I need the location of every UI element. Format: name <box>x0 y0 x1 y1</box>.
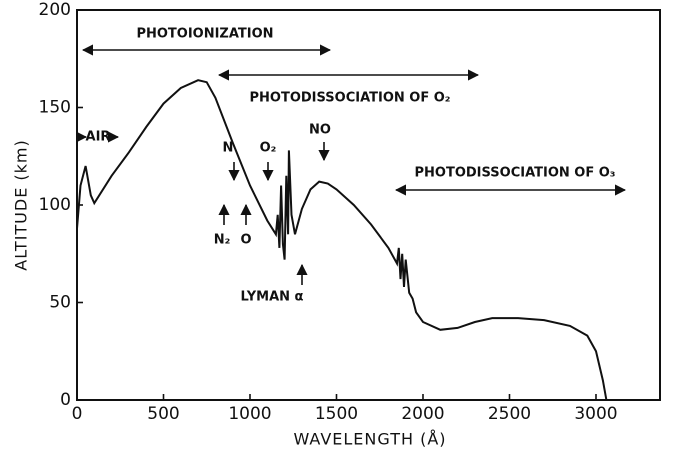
annotation: PHOTODISSOCIATION OF O₂ <box>250 91 451 106</box>
y-tick-label: 150 <box>39 98 71 118</box>
x-axis-label: WAVELENGTH (Å) <box>293 430 446 449</box>
annotation: LYMAN α <box>240 290 303 305</box>
y-tick-label: 50 <box>49 293 71 313</box>
altitude-line <box>76 79 608 401</box>
x-tick-label: 0 <box>72 404 83 424</box>
x-tick-label: 2000 <box>401 404 444 424</box>
x-tick-label: 3000 <box>574 404 617 424</box>
x-tick-label: 2500 <box>488 404 531 424</box>
annotation: NO <box>309 123 331 138</box>
y-tick-label: 200 <box>39 0 71 20</box>
arrows <box>75 44 627 285</box>
plot-frame <box>76 9 661 401</box>
annotation: N₂ <box>214 233 231 248</box>
x-tick-label: 1500 <box>315 404 358 424</box>
annotation: PHOTOIONIZATION <box>136 27 273 42</box>
annotation: O <box>240 233 251 248</box>
annotation: O₂ <box>260 141 277 156</box>
x-tick-label: 500 <box>147 404 179 424</box>
annotation: PHOTODISSOCIATION OF O₃ <box>415 166 616 181</box>
x-tick-label: 1000 <box>228 404 271 424</box>
annotation: AIR <box>86 130 111 145</box>
y-tick-label: 100 <box>39 195 71 215</box>
annotation: N <box>223 141 234 156</box>
y-tick-label: 0 <box>60 390 71 410</box>
y-axis-label: ALTITUDE (km) <box>12 139 31 270</box>
